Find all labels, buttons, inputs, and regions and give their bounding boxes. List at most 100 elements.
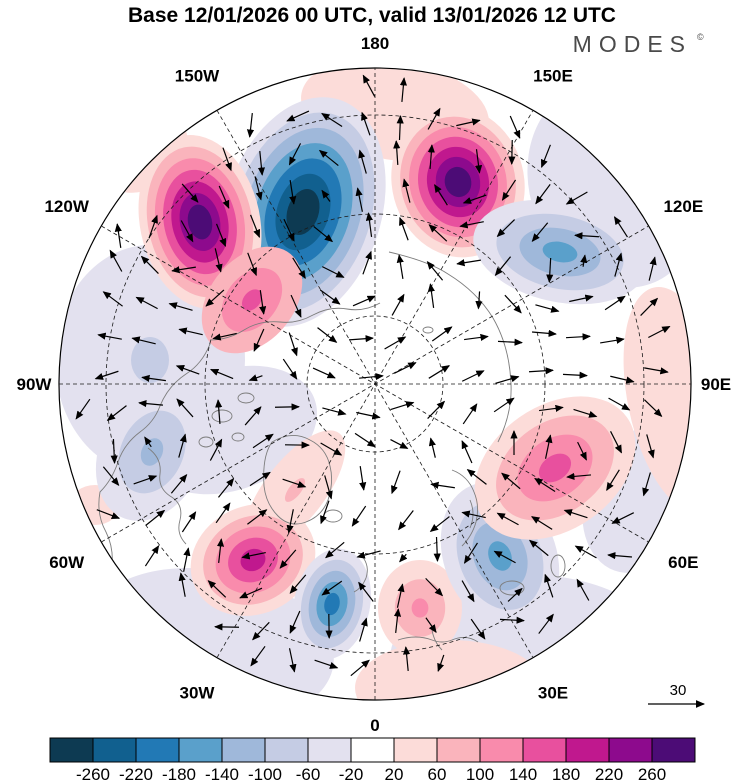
wind-arrow bbox=[354, 432, 376, 448]
wind-arrow bbox=[642, 472, 651, 497]
wind-arrow bbox=[317, 327, 338, 343]
wind-arrow bbox=[322, 407, 347, 416]
wind-arrow bbox=[283, 218, 295, 242]
colorbar-tick-label: 20 bbox=[385, 765, 404, 783]
wind-arrow bbox=[648, 325, 671, 339]
coastline-chukotka-alaska bbox=[209, 302, 381, 341]
wind-arrow bbox=[250, 214, 261, 239]
wind-arrow bbox=[499, 616, 525, 624]
wind-arrow bbox=[531, 222, 549, 242]
wind-arrow bbox=[212, 332, 237, 341]
wind-arrow bbox=[178, 327, 203, 336]
coastline-svalbard bbox=[422, 326, 434, 334]
wind-arrow bbox=[562, 371, 588, 379]
wind-arrow bbox=[426, 260, 444, 281]
map-boundary-circle bbox=[58, 67, 692, 701]
wind-arrow bbox=[288, 332, 298, 357]
wind-arrow bbox=[358, 149, 367, 174]
wind-arrow bbox=[321, 189, 331, 202]
wind-arrow bbox=[362, 250, 372, 275]
wind-arrow bbox=[427, 283, 435, 308]
wind-arrow bbox=[313, 225, 334, 243]
wind-arrow bbox=[358, 372, 384, 381]
wind-arrow bbox=[94, 370, 119, 380]
wind-arrow bbox=[507, 587, 523, 602]
wind-arrow bbox=[175, 365, 200, 375]
longitude-label: 60W bbox=[49, 553, 85, 572]
wind-arrow bbox=[356, 411, 381, 420]
wind-vector-field bbox=[75, 74, 671, 677]
coastline-north-america-west bbox=[98, 343, 211, 609]
wind-arrow bbox=[209, 368, 234, 380]
wind-arrow bbox=[430, 481, 455, 489]
wind-arrow bbox=[209, 438, 223, 461]
wind-arrow bbox=[600, 336, 625, 344]
wind-arrow bbox=[433, 536, 441, 562]
wind-arrow bbox=[325, 541, 345, 559]
wind-arrow bbox=[428, 224, 448, 242]
wind-arrow bbox=[222, 147, 232, 172]
wind-arrow bbox=[218, 185, 230, 209]
wind-arrow bbox=[474, 149, 483, 174]
colorbar-tick-label: 260 bbox=[638, 765, 666, 783]
wind-arrow bbox=[528, 539, 549, 557]
wind-arrow bbox=[544, 573, 554, 598]
wind-arrow bbox=[427, 107, 441, 130]
coastlines bbox=[98, 251, 566, 651]
coastline-arctic-island bbox=[198, 436, 214, 448]
coastline-arctic-island bbox=[237, 392, 255, 404]
wind-arrow bbox=[168, 302, 193, 311]
wind-arrow bbox=[244, 406, 262, 426]
wind-arrow bbox=[239, 587, 263, 599]
wind-arrow bbox=[214, 248, 223, 273]
wind-arrow bbox=[96, 509, 121, 519]
wind-arrow bbox=[171, 266, 196, 274]
wind-arrow bbox=[539, 404, 564, 412]
wind-arrow bbox=[131, 336, 156, 345]
wind-arrow bbox=[391, 293, 405, 316]
wind-arrow bbox=[399, 216, 409, 241]
wind-arrow bbox=[566, 472, 592, 480]
wind-arrow bbox=[573, 408, 598, 418]
wind-arrow bbox=[365, 212, 373, 237]
modes-logo-copyright-mark: © bbox=[697, 32, 704, 42]
wind-arrow bbox=[535, 304, 560, 313]
wind-arrow bbox=[402, 646, 411, 672]
wind-arrow bbox=[466, 469, 487, 485]
wind-arrow bbox=[279, 549, 297, 569]
wind-arrow bbox=[141, 374, 166, 382]
colorbar: -260 -220 -180 -140 -100 -60 -20 20 60 100 140 180 2… bbox=[49, 737, 696, 783]
wind-arrow bbox=[509, 115, 521, 139]
wind-arrow bbox=[292, 257, 306, 280]
wind-arrow bbox=[138, 399, 164, 408]
wind-arrow bbox=[324, 475, 333, 500]
wind-arrow bbox=[495, 375, 520, 384]
polar-map bbox=[59, 68, 691, 700]
colorbar-cell bbox=[522, 737, 567, 763]
wind-arrow bbox=[540, 144, 551, 169]
wind-arrow bbox=[574, 545, 597, 559]
wind-arrow bbox=[181, 511, 197, 533]
wind-arrow bbox=[461, 510, 486, 519]
wind-arrow bbox=[181, 183, 199, 203]
wind-arrow bbox=[607, 552, 633, 560]
wind-arrow bbox=[282, 478, 307, 488]
colorbar-tick-label: -20 bbox=[339, 765, 364, 783]
wind-arrow bbox=[614, 216, 628, 238]
wind-arrow bbox=[348, 335, 374, 343]
wind-arrow bbox=[351, 505, 367, 527]
colorbar-cell bbox=[221, 737, 266, 763]
colorbar-tick-label: -180 bbox=[162, 765, 196, 783]
wind-arrow bbox=[102, 291, 123, 307]
wind-arrow bbox=[257, 151, 266, 176]
wind-arrow bbox=[429, 516, 450, 533]
wind-arrow bbox=[286, 110, 310, 122]
wind-arrow bbox=[459, 221, 484, 229]
wind-arrow bbox=[390, 401, 415, 411]
wind-arrow bbox=[321, 580, 343, 596]
wind-arrow bbox=[427, 144, 435, 170]
meridian-line bbox=[216, 110, 534, 658]
wind-arrow bbox=[461, 440, 473, 464]
wind-arrow bbox=[241, 551, 266, 560]
wind-arrow bbox=[461, 370, 485, 382]
